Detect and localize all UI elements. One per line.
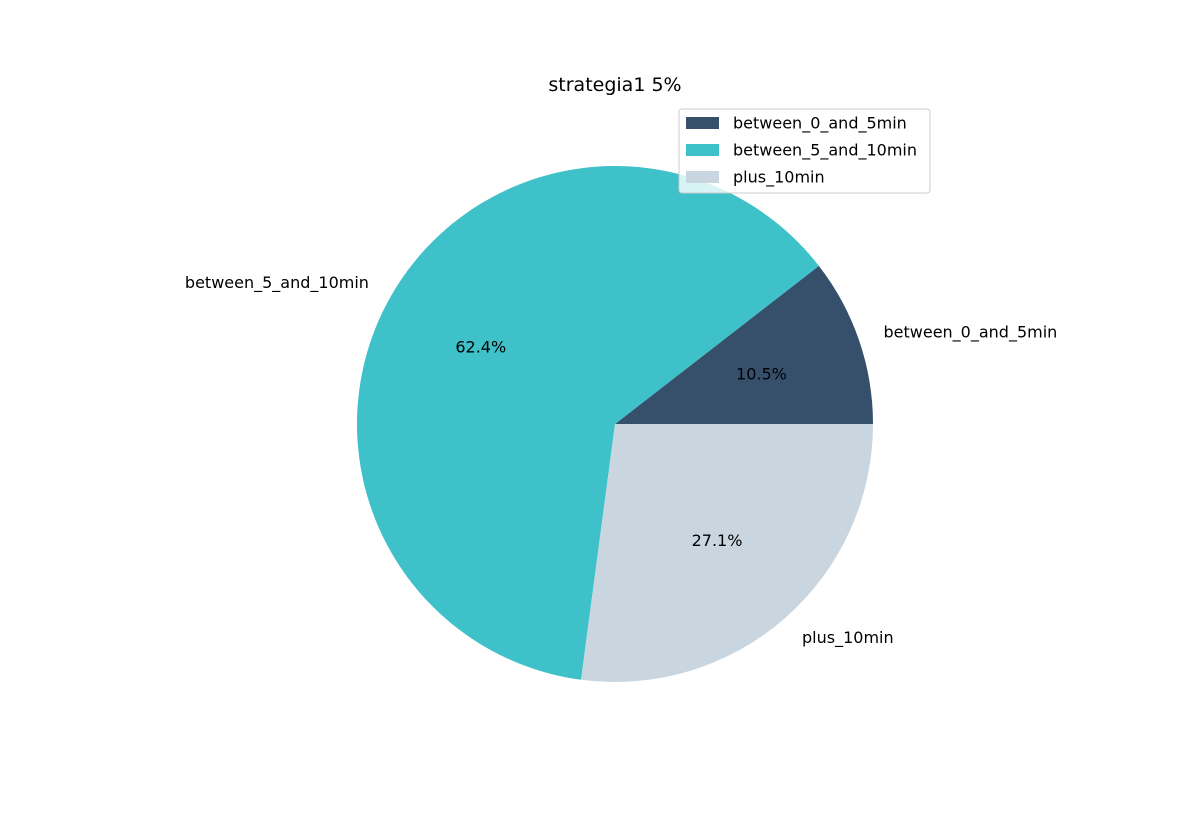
pct-label-plus-10min: 27.1% xyxy=(692,531,743,550)
pie-slice-plus-10min xyxy=(581,424,873,682)
legend-label-between-0-and-5min: between_0_and_5min xyxy=(733,114,907,134)
pie-slice-between-5-and-10min xyxy=(356,166,819,680)
legend-label-between-5-and-10min: between_5_and_10min xyxy=(733,141,917,161)
legend-swatch-between-5-and-10min xyxy=(686,144,719,156)
pie-labels: 10.5% between_0_and_5min 62.4% between_5_an… xyxy=(185,273,1057,648)
pct-label-between-5-and-10min: 62.4% xyxy=(455,337,506,356)
legend-frame xyxy=(678,108,931,194)
pct-label-between-0-and-5min: 10.5% xyxy=(736,364,787,383)
pie-slice-between-0-and-5min xyxy=(615,265,873,424)
chart-title: strategia1 5% xyxy=(548,74,681,96)
pie-slices xyxy=(356,166,873,682)
legend: between_0_and_5min between_5_and_10minplu… xyxy=(678,108,931,194)
slice-label-between-0-and-5min: between_0_and_5min xyxy=(883,323,1057,343)
legend-swatch-between-0-and-5min xyxy=(686,117,719,129)
legend-label-plus-10min: plus_10min xyxy=(733,168,825,188)
slice-label-between-5-and-10min: between_5_and_10min xyxy=(185,273,369,293)
legend-swatch-plus-10min xyxy=(686,171,719,183)
slice-label-plus-10min: plus_10min xyxy=(802,628,894,648)
